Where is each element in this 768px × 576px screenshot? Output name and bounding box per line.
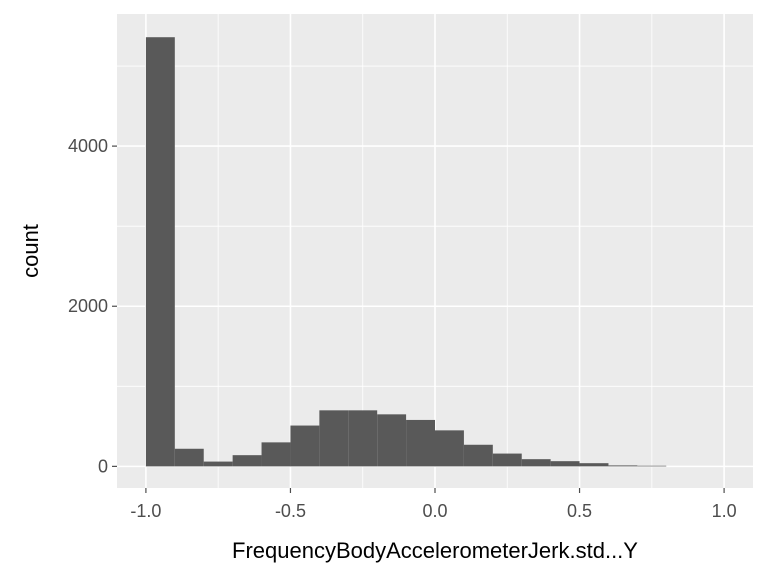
histogram-bar: [492, 453, 522, 467]
x-tick-label: -0.5: [275, 501, 306, 521]
y-tick-label: 4000: [68, 136, 108, 156]
histogram-bar: [377, 414, 407, 467]
histogram-bar: [319, 410, 349, 467]
x-tick-label: 0.5: [567, 501, 592, 521]
histogram-bar: [550, 461, 580, 467]
histogram-bar: [521, 459, 551, 467]
histogram-bar: [579, 463, 609, 467]
y-tick-label: 0: [98, 456, 108, 476]
histogram-bar: [203, 461, 233, 467]
histogram-bar: [290, 425, 320, 467]
histogram-bars: [145, 37, 667, 467]
y-axis-ticks: 0 2000 4000: [68, 136, 117, 476]
x-tick-label: -1.0: [130, 501, 161, 521]
histogram-bar: [145, 37, 175, 467]
histogram-bar: [608, 465, 638, 467]
histogram-bar: [463, 444, 493, 467]
histogram-bar: [348, 410, 378, 467]
x-axis-title: FrequencyBodyAccelerometerJerk.std...Y: [232, 538, 638, 563]
x-tick-label: 0.0: [422, 501, 447, 521]
histogram-bar: [174, 448, 204, 467]
histogram-bar: [406, 419, 435, 467]
histogram-bar: [232, 455, 262, 467]
x-tick-label: 1.0: [712, 501, 737, 521]
histogram-bar: [435, 430, 464, 467]
y-axis-title: count: [18, 224, 43, 278]
y-tick-label: 2000: [68, 296, 108, 316]
histogram-bar: [261, 442, 291, 467]
x-axis-ticks: -1.0 -0.5 0.0 0.5 1.0: [130, 488, 737, 521]
histogram-bar: [637, 465, 667, 467]
